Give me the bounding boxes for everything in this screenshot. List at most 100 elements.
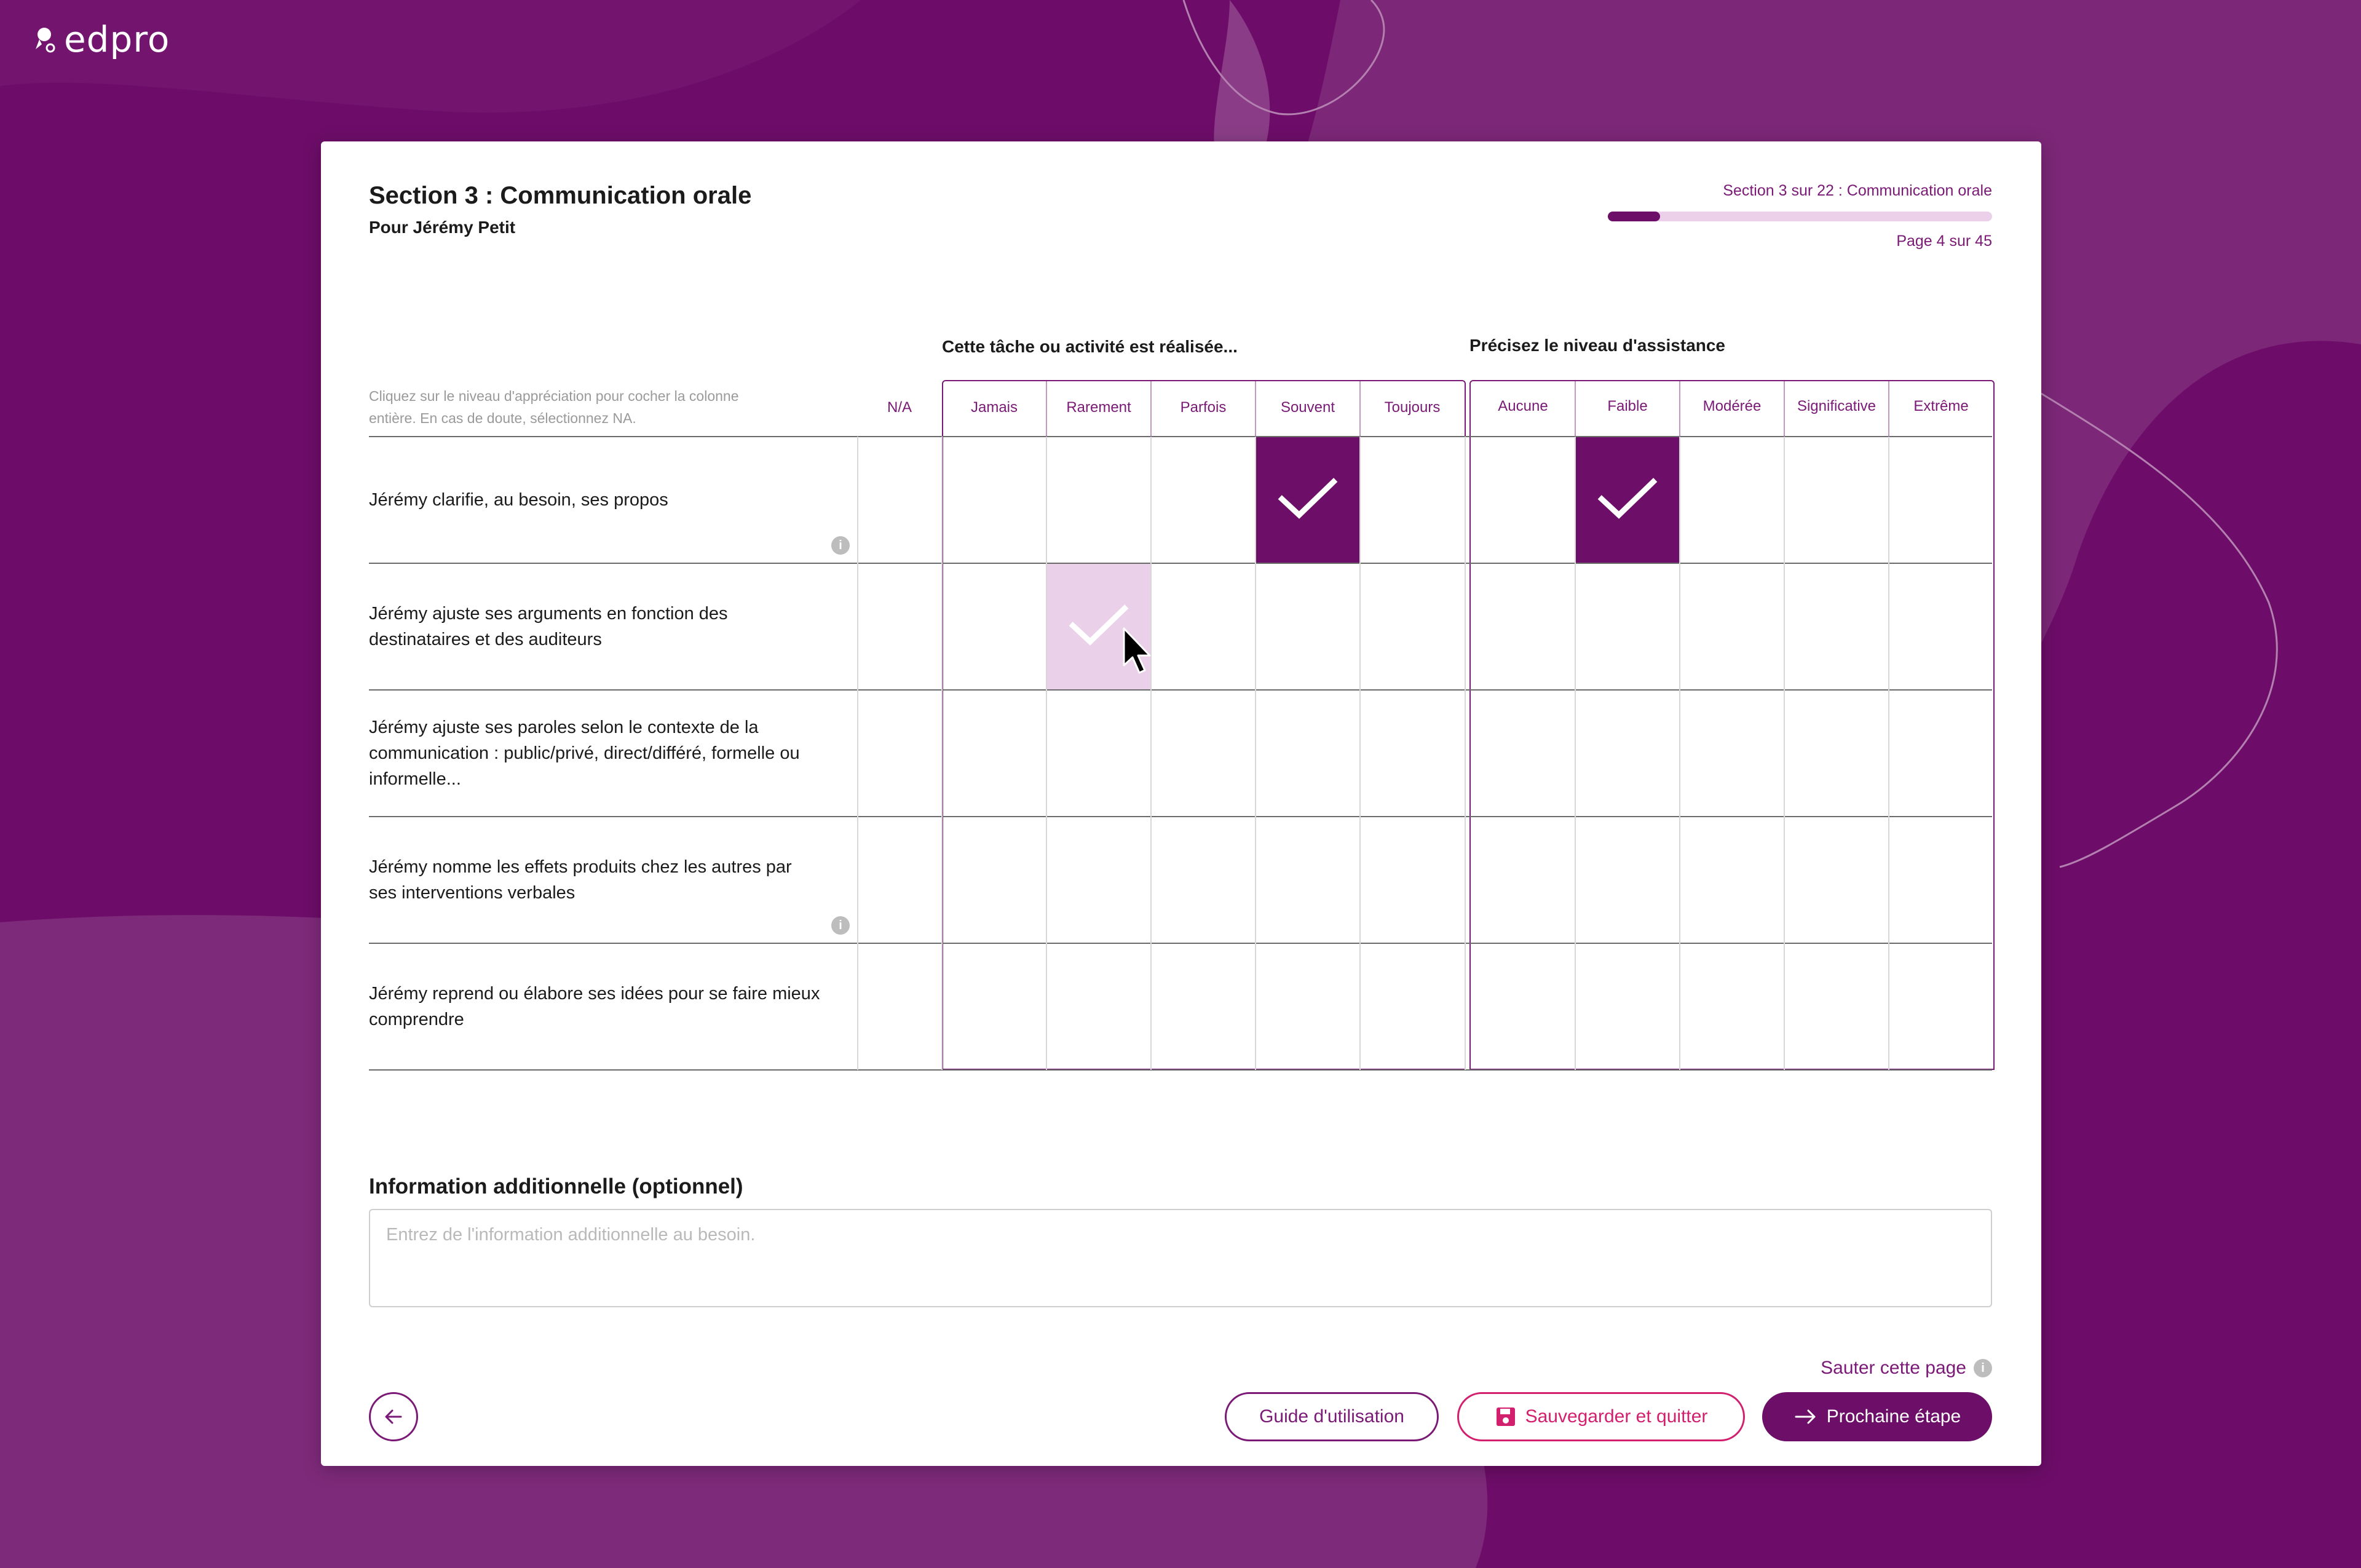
assistance-cell-moderee[interactable] xyxy=(1680,437,1784,563)
col-header-parfois[interactable]: Parfois xyxy=(1180,399,1227,416)
assistance-cell-faible[interactable] xyxy=(1576,437,1679,563)
save-disk-icon xyxy=(1496,1408,1515,1426)
rating-cell-na[interactable] xyxy=(858,564,941,689)
col-header-rarement[interactable]: Rarement xyxy=(1066,399,1131,416)
col-header-faible[interactable]: Faible xyxy=(1607,398,1648,414)
rating-cell-souvent[interactable] xyxy=(1256,691,1359,816)
rating-cell-rarement[interactable] xyxy=(1047,691,1150,816)
assistance-cell-aucune[interactable] xyxy=(1471,944,1575,1069)
col-header-toujours[interactable]: Toujours xyxy=(1384,399,1441,416)
rating-cell-souvent[interactable] xyxy=(1256,817,1359,943)
assistance-cell-extreme[interactable] xyxy=(1889,691,1993,816)
rating-cell-souvent[interactable] xyxy=(1256,437,1359,563)
rating-cell-na[interactable] xyxy=(858,944,941,1069)
assistance-cell-aucune[interactable] xyxy=(1471,817,1575,943)
assistance-cell-faible[interactable] xyxy=(1576,564,1679,689)
user-guide-label: Guide d'utilisation xyxy=(1259,1406,1404,1427)
col-header-moderee[interactable]: Modérée xyxy=(1703,398,1762,414)
header-divider xyxy=(1046,381,1047,437)
assistance-cell-extreme[interactable] xyxy=(1889,944,1993,1069)
app-logo[interactable]: edpro xyxy=(32,18,170,60)
col-header-souvent[interactable]: Souvent xyxy=(1280,399,1335,416)
col-header-significative[interactable]: Significative xyxy=(1797,398,1877,414)
rating-cell-souvent[interactable] xyxy=(1256,564,1359,689)
rating-cell-parfois[interactable] xyxy=(1152,564,1255,689)
rating-cell-na[interactable] xyxy=(858,817,941,943)
skip-info-icon[interactable]: i xyxy=(1974,1359,1992,1377)
row-divider xyxy=(369,563,1992,564)
rating-cell-rarement[interactable] xyxy=(1047,437,1150,563)
assistance-cell-faible[interactable] xyxy=(1576,691,1679,816)
rating-cell-rarement[interactable] xyxy=(1047,944,1150,1069)
col-header-extreme[interactable]: Extrême xyxy=(1913,398,1969,414)
assistance-cell-moderee[interactable] xyxy=(1680,817,1784,943)
info-icon[interactable]: i xyxy=(831,536,850,555)
header-divider xyxy=(1150,381,1152,437)
save-and-quit-button[interactable]: Sauvegarder et quitter xyxy=(1457,1392,1745,1441)
rating-cell-rarement[interactable] xyxy=(1047,817,1150,943)
user-guide-button[interactable]: Guide d'utilisation xyxy=(1225,1392,1439,1441)
col-header-jamais[interactable]: Jamais xyxy=(970,399,1018,416)
col-header-aucune[interactable]: Aucune xyxy=(1498,398,1548,414)
next-step-button[interactable]: Prochaine étape xyxy=(1762,1392,1992,1441)
assistance-group-title: Précisez le niveau d'assistance xyxy=(1469,336,1726,355)
rating-cell-parfois[interactable] xyxy=(1152,944,1255,1069)
rating-cell-toujours[interactable] xyxy=(1361,691,1464,816)
column-divider xyxy=(1359,437,1361,1070)
assistance-cell-significative[interactable] xyxy=(1785,944,1888,1069)
assistance-cell-significative[interactable] xyxy=(1785,817,1888,943)
criterion-text: Jérémy reprend ou élabore ses idées pour… xyxy=(369,984,820,1029)
rating-cell-parfois[interactable] xyxy=(1152,817,1255,943)
rating-cell-toujours[interactable] xyxy=(1361,564,1464,689)
assistance-cell-aucune[interactable] xyxy=(1471,437,1575,563)
column-divider xyxy=(857,437,858,1070)
rating-cell-rarement[interactable] xyxy=(1047,564,1150,689)
header-divider xyxy=(1679,381,1680,437)
additional-info-title: Information additionnelle (optionnel) xyxy=(369,1174,743,1198)
row-divider xyxy=(369,1069,1992,1071)
rating-cell-parfois[interactable] xyxy=(1152,437,1255,563)
rating-cell-jamais[interactable] xyxy=(943,944,1046,1069)
rating-cell-jamais[interactable] xyxy=(943,691,1046,816)
column-divider xyxy=(1255,437,1256,1070)
assistance-cell-extreme[interactable] xyxy=(1889,817,1993,943)
rating-cell-toujours[interactable] xyxy=(1361,944,1464,1069)
rating-cell-parfois[interactable] xyxy=(1152,691,1255,816)
rating-cell-jamais[interactable] xyxy=(943,564,1046,689)
assistance-cell-faible[interactable] xyxy=(1576,944,1679,1069)
back-button[interactable] xyxy=(369,1392,418,1441)
column-divider xyxy=(1888,437,1889,1070)
assistance-cell-moderee[interactable] xyxy=(1680,691,1784,816)
column-divider xyxy=(1150,437,1152,1070)
rating-cell-toujours[interactable] xyxy=(1361,437,1464,563)
save-and-quit-label: Sauvegarder et quitter xyxy=(1525,1406,1708,1427)
rating-cell-toujours[interactable] xyxy=(1361,817,1464,943)
assistance-cell-extreme[interactable] xyxy=(1889,564,1993,689)
assistance-cell-moderee[interactable] xyxy=(1680,564,1784,689)
assistance-cell-significative[interactable] xyxy=(1785,691,1888,816)
info-icon[interactable]: i xyxy=(831,916,850,935)
col-header-na[interactable]: N/A xyxy=(887,399,912,416)
rating-cell-jamais[interactable] xyxy=(943,437,1046,563)
frequency-group-title: Cette tâche ou activité est réalisée... xyxy=(942,337,1238,356)
assistance-cell-aucune[interactable] xyxy=(1471,691,1575,816)
criterion-text: Jérémy ajuste ses arguments en fonction … xyxy=(369,604,728,649)
criterion-text: Jérémy nomme les effets produits chez le… xyxy=(369,857,792,903)
assistance-cell-significative[interactable] xyxy=(1785,564,1888,689)
assistance-cell-faible[interactable] xyxy=(1576,817,1679,943)
rating-cell-na[interactable] xyxy=(858,691,941,816)
assistance-cell-moderee[interactable] xyxy=(1680,944,1784,1069)
column-divider xyxy=(1784,437,1785,1070)
rating-cell-souvent[interactable] xyxy=(1256,944,1359,1069)
assistance-cell-aucune[interactable] xyxy=(1471,564,1575,689)
criterion-label: Jérémy ajuste ses arguments en fonction … xyxy=(369,563,824,690)
rating-cell-jamais[interactable] xyxy=(943,817,1046,943)
edpro-logo-icon xyxy=(36,28,55,53)
additional-info-input[interactable] xyxy=(369,1209,1992,1307)
rating-cell-na[interactable] xyxy=(858,437,941,563)
section-progress-label: Section 3 sur 22 : Communication orale xyxy=(1723,182,1992,199)
next-step-label: Prochaine étape xyxy=(1826,1406,1961,1427)
skip-page-link[interactable]: Sauter cette page i xyxy=(1821,1358,1992,1379)
assistance-cell-extreme[interactable] xyxy=(1889,437,1993,563)
assistance-cell-significative[interactable] xyxy=(1785,437,1888,563)
